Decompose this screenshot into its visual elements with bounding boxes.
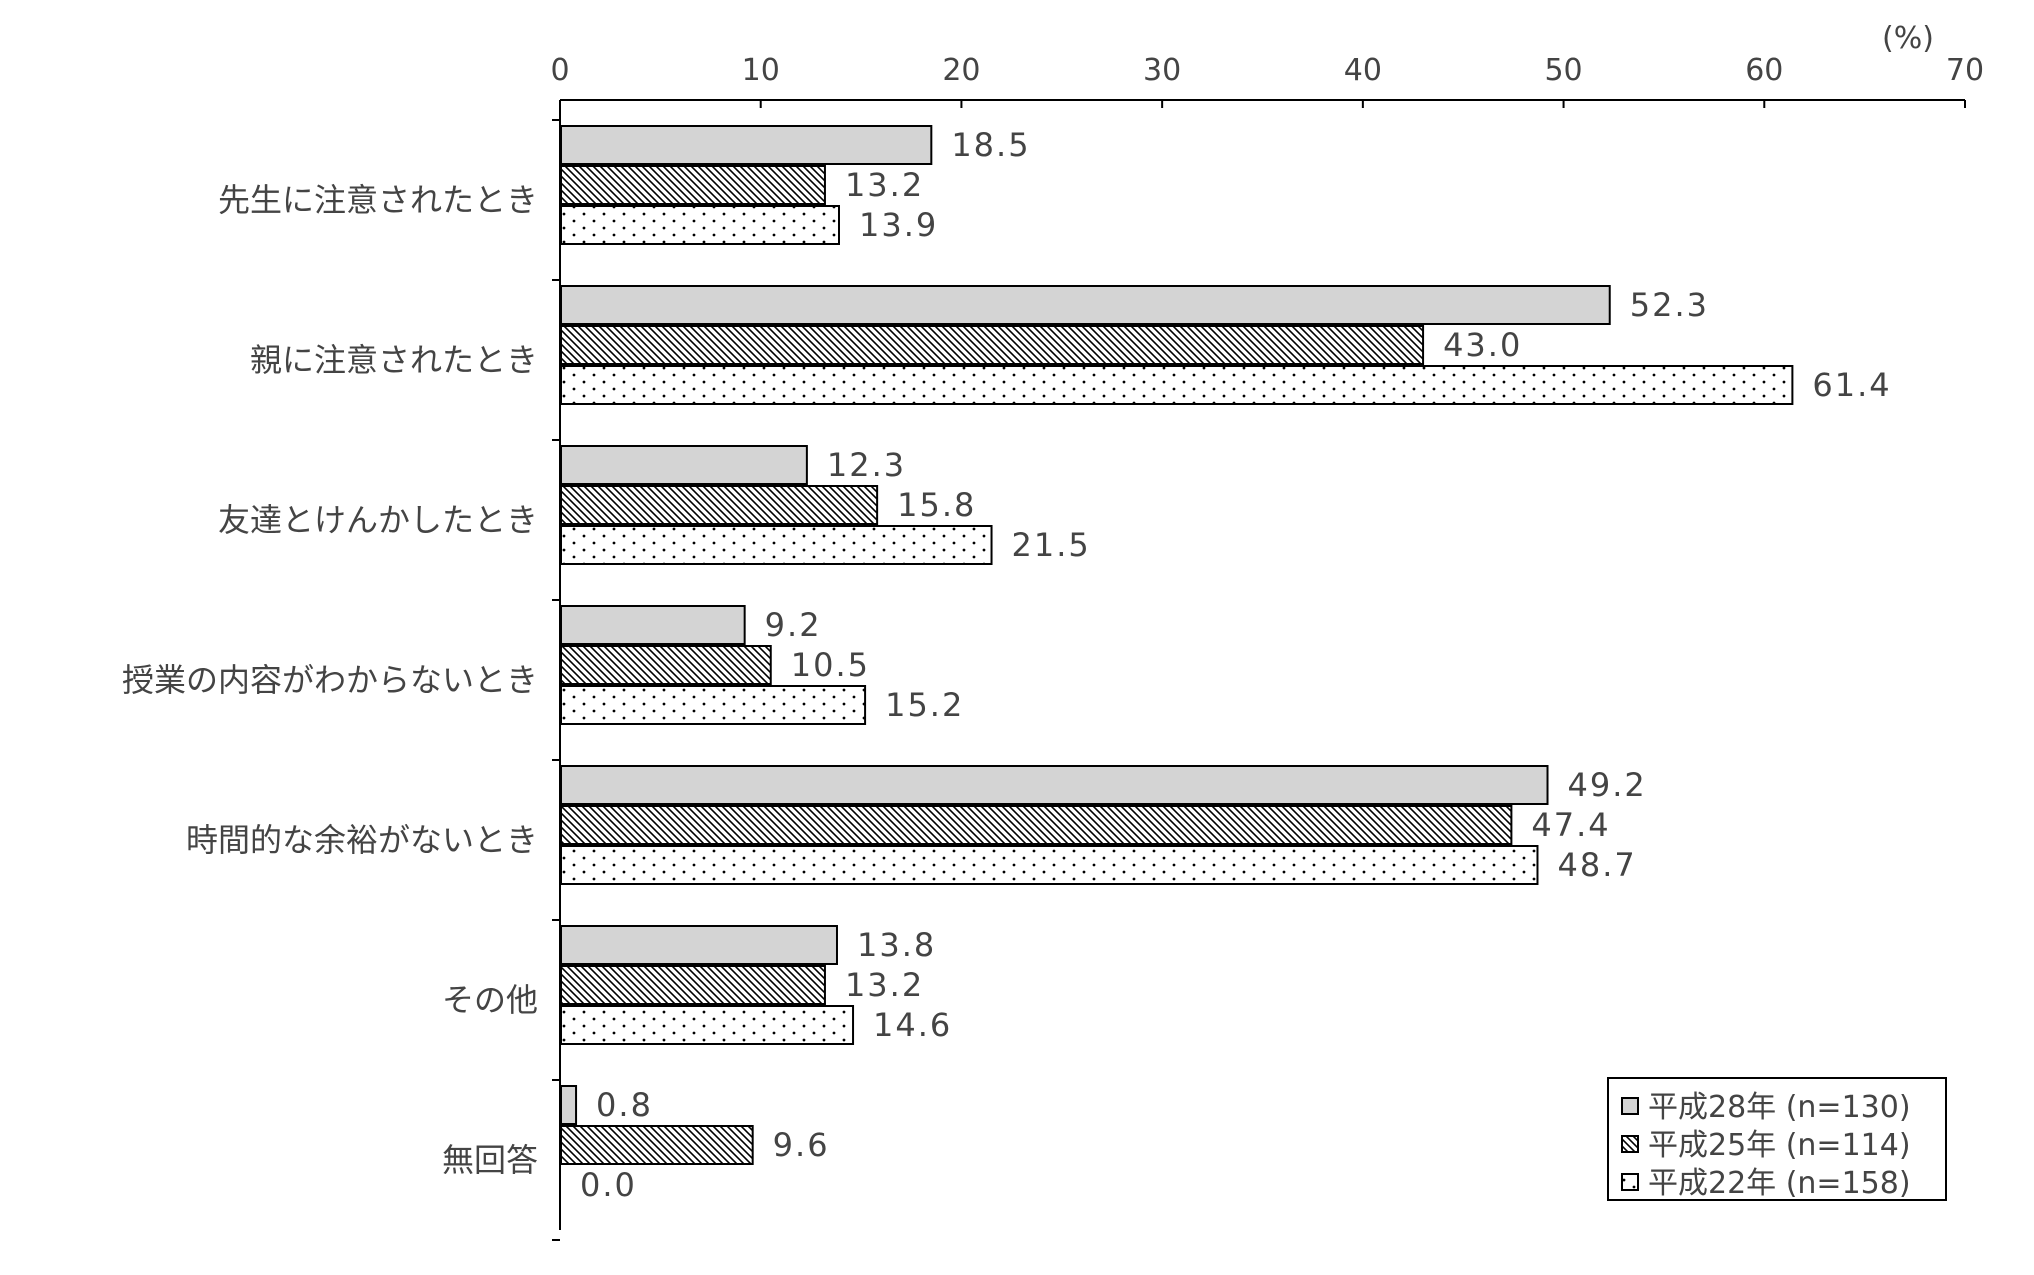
bar <box>560 1085 578 1125</box>
x-tick-label: 30 <box>1143 53 1181 88</box>
data-label: 47.4 <box>1531 806 1610 844</box>
bar <box>560 325 1425 365</box>
x-tick-label: 50 <box>1544 53 1582 88</box>
bar <box>560 525 993 565</box>
x-tick-label: 0 <box>550 53 569 88</box>
data-label: 10.5 <box>791 646 870 684</box>
bar <box>560 205 840 245</box>
bar <box>560 485 879 525</box>
x-tick-label: 60 <box>1745 53 1783 88</box>
data-label: 13.2 <box>845 966 924 1004</box>
data-label: 9.6 <box>773 1126 830 1164</box>
legend-label: 平成25年 (n=114) <box>1648 1128 1911 1163</box>
bar <box>560 445 808 485</box>
data-label: 15.8 <box>897 486 976 524</box>
category-label: 親に注意されたとき <box>250 341 538 379</box>
bar <box>560 765 1549 805</box>
legend-swatch <box>1621 1097 1639 1115</box>
data-label: 13.9 <box>859 206 938 244</box>
bar <box>560 925 838 965</box>
legend-label: 平成22年 (n=158) <box>1648 1166 1911 1201</box>
category-label: 時間的な余裕がないとき <box>186 821 538 859</box>
category-label: 先生に注意されたとき <box>218 181 538 219</box>
data-label: 48.7 <box>1557 846 1636 884</box>
bar <box>560 285 1611 325</box>
x-tick-label: 70 <box>1946 53 1984 88</box>
data-label: 12.3 <box>827 446 906 484</box>
category-label: その他 <box>442 981 538 1019</box>
data-label: 52.3 <box>1630 286 1709 324</box>
category-label: 無回答 <box>442 1141 538 1179</box>
legend-label: 平成28年 (n=130) <box>1648 1090 1911 1125</box>
category-label: 友達とけんかしたとき <box>218 501 538 539</box>
data-label: 9.2 <box>765 606 822 644</box>
bar <box>560 805 1513 845</box>
data-label: 0.0 <box>580 1166 637 1204</box>
data-label: 15.2 <box>885 686 964 724</box>
data-label: 0.8 <box>596 1086 653 1124</box>
bar <box>560 365 1794 405</box>
data-label: 14.6 <box>873 1006 952 1044</box>
axis-layer: 0 10 20 30 40 50 60 70 先生に注意されたとき親に注意されたとき友達とけんか… <box>122 53 1984 1241</box>
data-label: 61.4 <box>1812 366 1891 404</box>
unit-label: (%) <box>1882 21 1934 56</box>
legend-swatch <box>1621 1173 1639 1191</box>
data-label: 21.5 <box>1012 526 1091 564</box>
bars-layer: 18.5 52.3 12.3 9.2 49.2 13.8 0.8 13.2 43.0 15.8 10… <box>560 125 1891 1204</box>
legend: 平成28年 (n=130)平成25年 (n=114)平成22年 (n=158) <box>1607 1077 1947 1201</box>
data-label: 43.0 <box>1443 326 1522 364</box>
data-label: 13.2 <box>845 166 924 204</box>
x-tick-label: 20 <box>942 53 980 88</box>
data-label: 49.2 <box>1568 766 1647 804</box>
bar <box>560 845 1539 885</box>
x-tick-label: 10 <box>742 53 780 88</box>
bar <box>560 965 826 1005</box>
x-tick-label: 40 <box>1344 53 1382 88</box>
category-label: 授業の内容がわからないとき <box>122 661 538 699</box>
data-label: 18.5 <box>951 126 1030 164</box>
bar <box>560 165 826 205</box>
legend-swatch <box>1621 1135 1639 1153</box>
legend-box <box>1607 1077 1947 1201</box>
bar <box>560 1005 855 1045</box>
bar <box>560 1125 754 1165</box>
bar <box>560 685 867 725</box>
data-label: 13.8 <box>857 926 936 964</box>
bar <box>560 645 772 685</box>
bar <box>560 605 746 645</box>
bar <box>560 125 933 165</box>
